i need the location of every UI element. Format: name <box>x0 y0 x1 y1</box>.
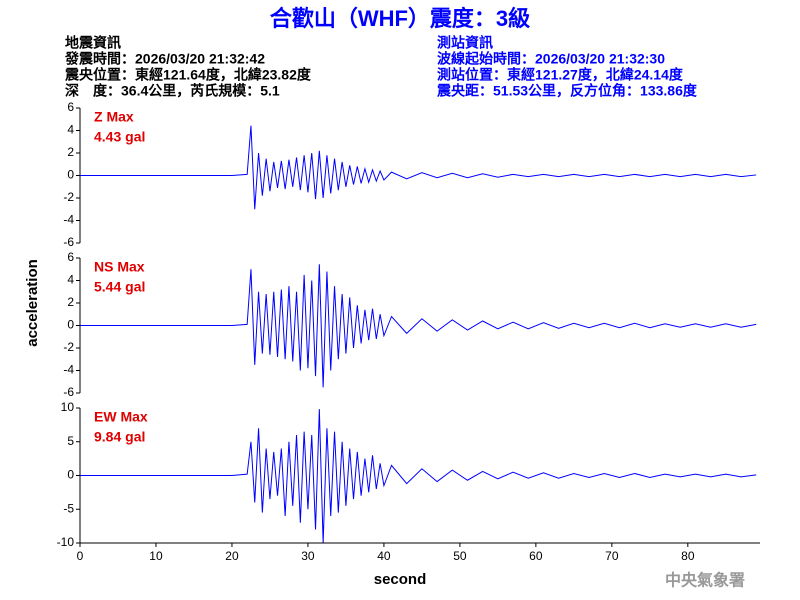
y-tick-label: 0 <box>67 168 74 182</box>
y-tick-label: -2 <box>63 190 74 204</box>
x-axis-label: second <box>374 571 427 588</box>
info-line: 震央距：51.53公里，反方位角：133.86度 <box>436 83 698 99</box>
station-info: 測站資訊 波線起始時間：2026/03/20 21:32:30 測站位置：東經1… <box>436 35 698 99</box>
info-line: 震央位置：東經121.64度，北緯23.82度 <box>64 67 312 83</box>
info-line: 發震時間：2026/03/20 21:32:42 <box>64 51 265 67</box>
y-tick-label: -4 <box>63 363 74 377</box>
info-line: 地震資訊 <box>65 35 121 51</box>
annotation: 4.43 gal <box>94 129 145 145</box>
y-tick-label: 0 <box>67 468 74 482</box>
y-tick-label: -6 <box>63 385 74 399</box>
x-tick-label: 60 <box>529 549 543 563</box>
quake-info: 地震資訊 發震時間：2026/03/20 21:32:42 震央位置：東經121… <box>64 35 312 99</box>
annotation: 5.44 gal <box>94 279 145 295</box>
y-tick-label: 2 <box>67 145 74 159</box>
y-tick-label: -10 <box>57 535 75 549</box>
x-tick-label: 30 <box>301 549 315 563</box>
annotation: NS Max <box>94 259 145 275</box>
x-tick-label: 50 <box>453 549 467 563</box>
annotation: Z Max <box>94 109 134 125</box>
x-tick-label: 10 <box>149 549 163 563</box>
y-tick-label: 4 <box>67 273 74 287</box>
waveform <box>80 125 757 210</box>
y-tick-label: 10 <box>61 400 75 414</box>
y-tick-label: -2 <box>63 340 74 354</box>
y-tick-label: 6 <box>67 100 74 114</box>
x-tick-label: 70 <box>605 549 619 563</box>
x-tick-label: 80 <box>681 549 695 563</box>
y-axis-label: acceleration <box>24 259 41 347</box>
y-tick-label: 4 <box>67 123 74 137</box>
y-tick-label: -5 <box>63 501 74 515</box>
x-tick-label: 20 <box>225 549 239 563</box>
y-tick-label: 5 <box>67 434 74 448</box>
y-tick-label: 6 <box>67 250 74 264</box>
info-line: 測站位置：東經121.27度，北緯24.14度 <box>437 67 684 83</box>
y-tick-label: -4 <box>63 213 74 227</box>
annotation: EW Max <box>94 409 148 425</box>
y-tick-label: -6 <box>63 235 74 249</box>
waveform <box>80 264 757 388</box>
chart-title: 合歡山（WHF）震度：3級 <box>270 6 530 31</box>
annotation: 9.84 gal <box>94 429 145 445</box>
info-line: 深 度：36.4公里，芮氏規模：5.1 <box>65 83 280 99</box>
info-line: 測站資訊 <box>437 35 493 51</box>
x-tick-label: 40 <box>377 549 391 563</box>
waveform <box>80 409 757 544</box>
footer: 中央氣象署 <box>665 571 745 590</box>
info-line: 波線起始時間：2026/03/20 21:32:30 <box>437 51 665 67</box>
y-tick-label: 2 <box>67 295 74 309</box>
x-tick-label: 0 <box>77 549 84 563</box>
y-tick-label: 0 <box>67 318 74 332</box>
